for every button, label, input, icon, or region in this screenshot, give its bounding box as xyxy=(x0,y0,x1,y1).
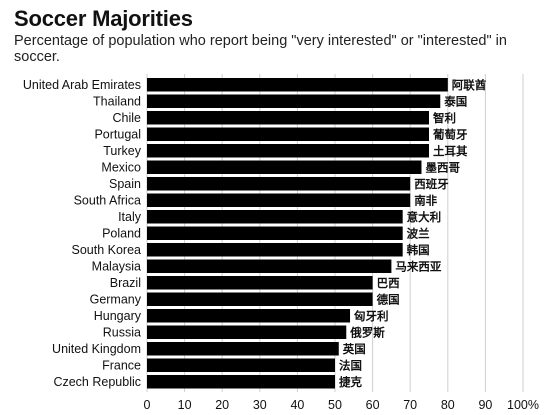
bar xyxy=(147,78,448,92)
bar-data-label: 墨西哥 xyxy=(425,162,460,175)
x-tick-label: 20 xyxy=(215,398,229,412)
bar xyxy=(147,276,373,290)
chart-subtitle: Percentage of population who report bein… xyxy=(14,33,507,65)
x-tick-label: 60 xyxy=(366,398,380,412)
bar xyxy=(147,144,429,158)
category-label: Germany xyxy=(90,293,142,307)
bar xyxy=(147,243,403,257)
bar xyxy=(147,127,429,141)
category-label: Spain xyxy=(109,177,141,191)
bar xyxy=(147,309,351,323)
bar-data-label: 波兰 xyxy=(407,227,430,241)
bar xyxy=(147,292,373,306)
category-label: Brazil xyxy=(110,276,141,290)
category-label: Chile xyxy=(113,111,142,125)
category-label: Italy xyxy=(118,210,142,224)
x-axis-ticks: 0 10 20 30 40 50 60 70 80 90 100% xyxy=(144,398,539,412)
x-tick-label: 30 xyxy=(253,398,267,412)
category-label: Mexico xyxy=(101,161,141,175)
bar xyxy=(147,111,429,125)
bar xyxy=(147,94,441,108)
category-label: South Africa xyxy=(74,194,141,208)
category-label: Poland xyxy=(102,227,141,241)
bar-data-label: 捷克 xyxy=(339,375,362,389)
bar xyxy=(147,342,339,356)
x-tick-label: 90 xyxy=(478,398,492,412)
bars xyxy=(147,78,448,389)
category-label: Russia xyxy=(103,326,141,340)
bar-data-label: 土耳其 xyxy=(433,144,468,158)
bar xyxy=(147,193,411,207)
bar xyxy=(147,210,403,224)
x-tick-label: 0 xyxy=(144,398,151,412)
bar xyxy=(147,375,335,389)
category-label: Malaysia xyxy=(92,260,141,274)
bar-data-label: 韩国 xyxy=(407,243,430,257)
bar xyxy=(147,226,403,240)
x-tick-label: 40 xyxy=(290,398,304,412)
category-label: South Korea xyxy=(72,243,142,257)
bar-data-label: 马来西亚 xyxy=(395,260,441,274)
bar xyxy=(147,259,392,273)
chart-title: Soccer Majorities xyxy=(14,6,193,31)
x-tick-label: 100% xyxy=(507,398,539,412)
bar xyxy=(147,177,411,191)
category-label: Czech Republic xyxy=(53,375,141,389)
x-tick-label: 50 xyxy=(328,398,342,412)
category-label: United Kingdom xyxy=(52,342,141,356)
category-label: France xyxy=(102,359,141,373)
bar xyxy=(147,325,347,339)
bar-data-label: 葡萄牙 xyxy=(432,128,468,142)
category-labels: United Arab Emirates 阿联酋 Thailand 泰国 Chile 智利… xyxy=(23,78,487,389)
bar-data-label: 巴西 xyxy=(377,277,400,290)
bar-data-label: 意大利 xyxy=(407,210,442,224)
bar-data-label: 德国 xyxy=(376,293,400,307)
category-label: United Arab Emirates xyxy=(23,78,141,92)
x-tick-label: 10 xyxy=(178,398,192,412)
bar-data-label: 英国 xyxy=(342,342,366,356)
x-tick-label: 70 xyxy=(403,398,417,412)
bar-data-label: 智利 xyxy=(433,111,456,125)
category-label: Hungary xyxy=(94,309,142,323)
bar-data-label: 南非 xyxy=(414,194,437,208)
category-label: Portugal xyxy=(94,128,141,142)
bar-data-label: 俄罗斯 xyxy=(349,326,385,340)
bar xyxy=(147,358,335,372)
bar-data-label: 阿联酋 xyxy=(452,78,487,92)
category-label: Turkey xyxy=(103,144,141,158)
bar-data-label: 匈牙利 xyxy=(353,309,389,323)
bar xyxy=(147,160,422,174)
bar-data-label: 泰国 xyxy=(443,95,467,109)
category-label: Thailand xyxy=(93,95,141,109)
bar-data-label: 法国 xyxy=(339,359,362,373)
bar-data-label: 西班牙 xyxy=(414,177,449,191)
x-tick-label: 80 xyxy=(441,398,455,412)
